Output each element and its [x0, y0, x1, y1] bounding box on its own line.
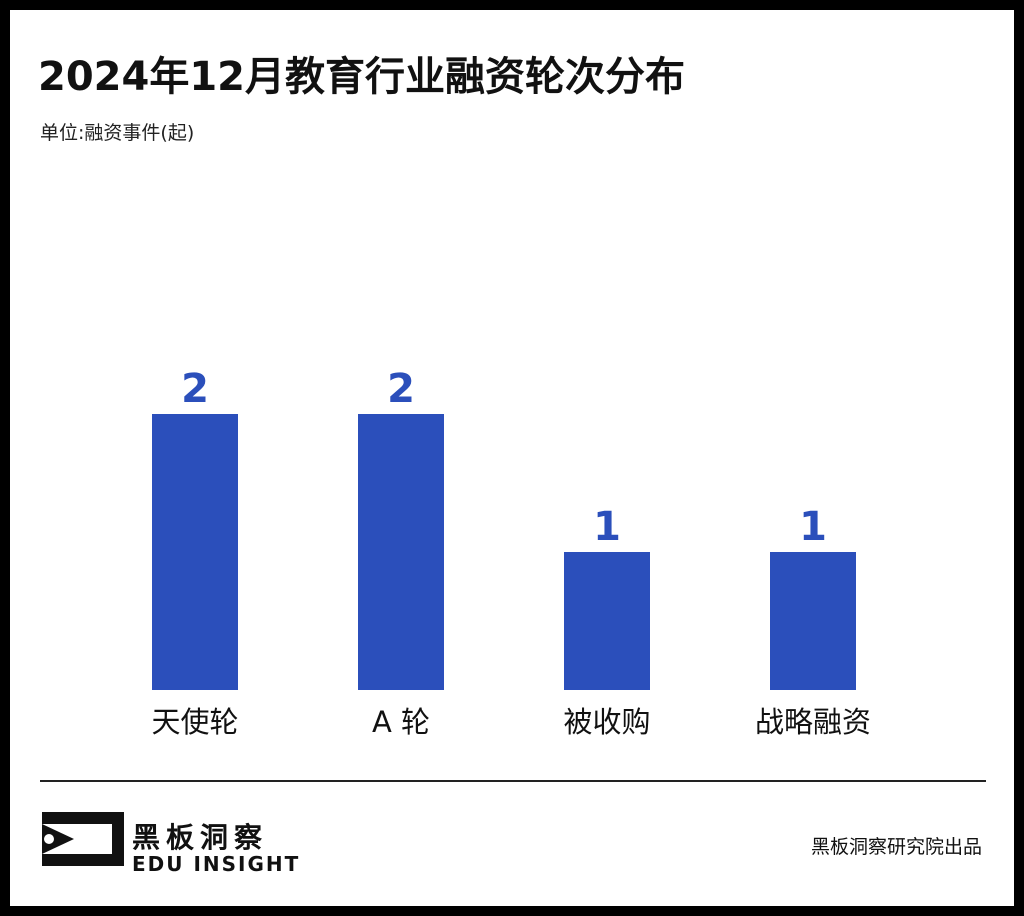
bar-chart: 2 天使轮 2 A 轮 1 被收购 1 战略融资	[151, 366, 871, 739]
category-label: 战略融资	[755, 705, 871, 739]
bar-value-label: 1	[799, 504, 827, 550]
bar-3	[770, 552, 856, 690]
bar-value-label: 2	[181, 366, 209, 412]
footer-credit: 黑板洞察研究院出品	[810, 836, 982, 858]
bar-0	[152, 414, 238, 690]
edu-insight-logo-icon	[42, 812, 124, 866]
bar-value-label: 1	[593, 504, 621, 550]
chart-title: 2024年12月教育行业融资轮次分布	[38, 54, 685, 100]
bar-value-label: 2	[387, 366, 415, 412]
footer-divider	[40, 780, 986, 782]
category-label: A 轮	[372, 705, 430, 739]
brand-name-cn: 黑板洞察	[132, 821, 269, 854]
category-label: 天使轮	[151, 705, 238, 739]
chart-unit-label: 单位:融资事件(起)	[40, 122, 195, 144]
brand-name-en: EDU INSIGHT	[132, 852, 301, 876]
bar-1	[358, 414, 444, 690]
bar-2	[564, 552, 650, 690]
category-label: 被收购	[563, 705, 650, 739]
chart-card: 2024年12月教育行业融资轮次分布 单位:融资事件(起) 2 天使轮 2 A 轮 1 被…	[10, 10, 1014, 906]
